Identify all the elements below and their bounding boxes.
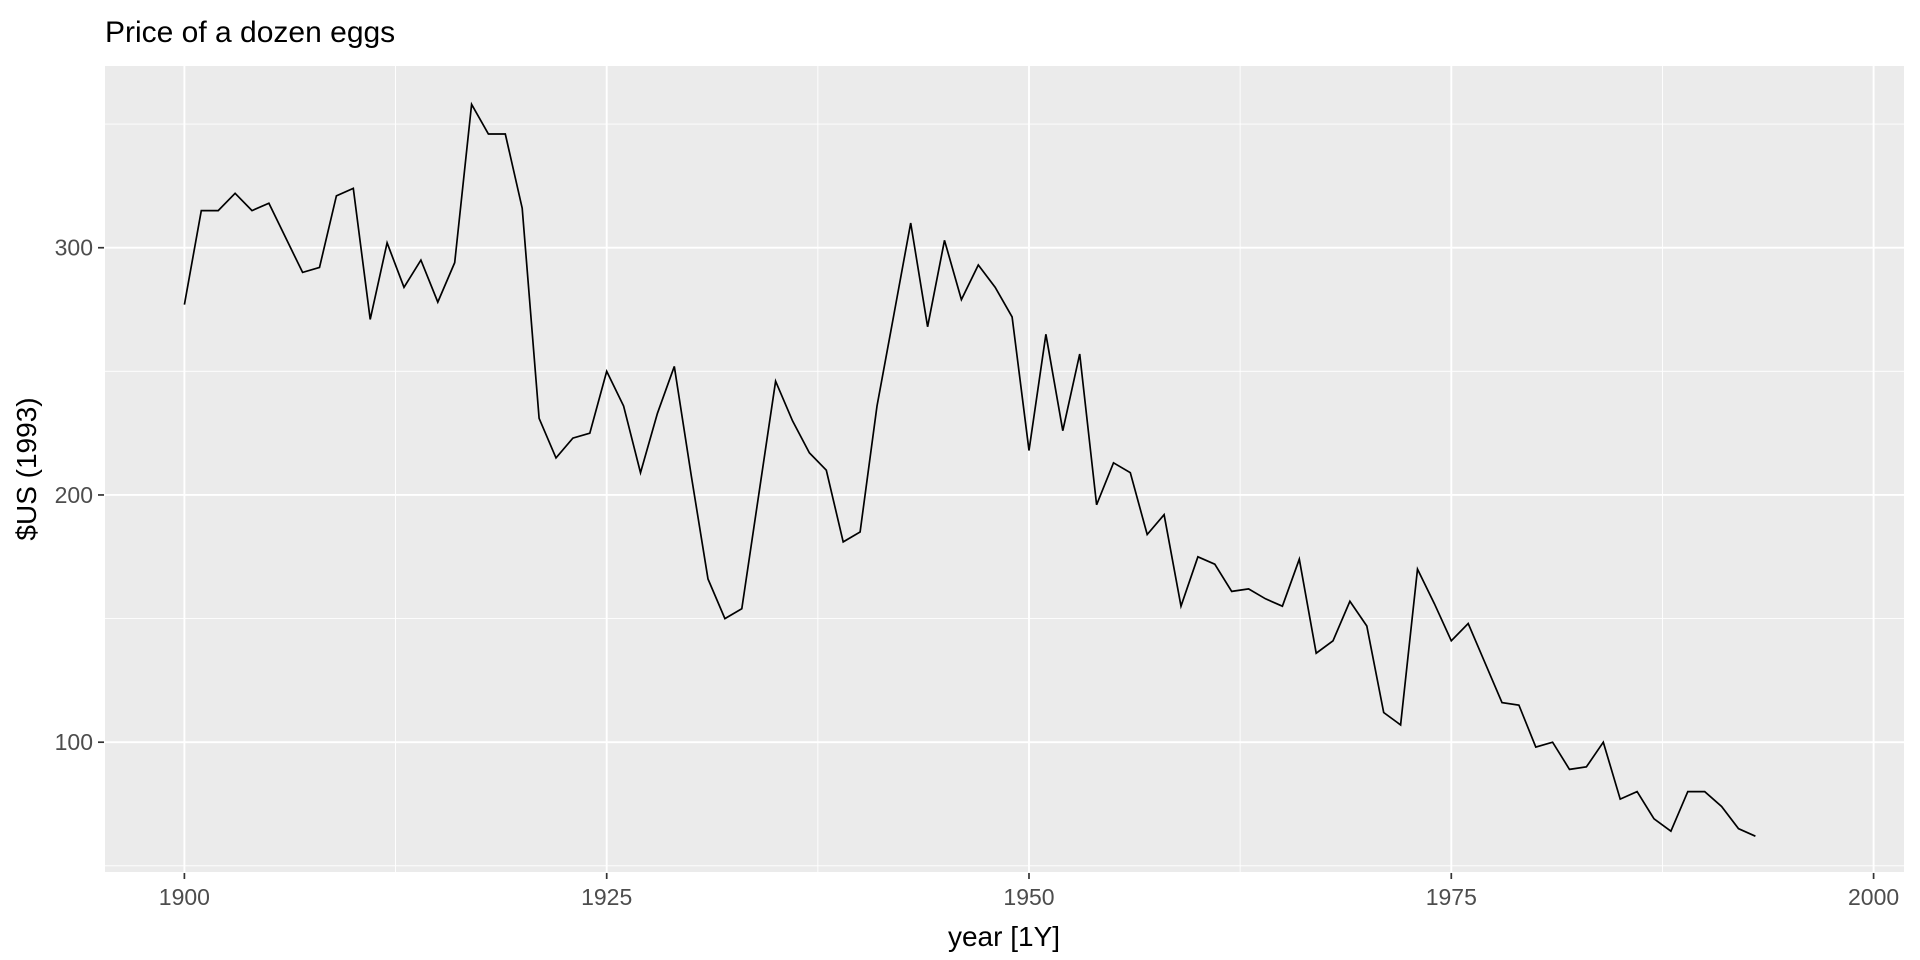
plot-panel [105, 66, 1904, 872]
y-axis-tick-labels: 100 200 300 [55, 235, 93, 755]
minor-gridlines [105, 66, 1904, 872]
x-axis-tick-labels: 1900 1925 1950 1975 2000 [159, 884, 1899, 910]
x-tick-label: 1925 [581, 884, 632, 910]
y-tick-label: 100 [55, 729, 93, 755]
y-tick-label: 200 [55, 482, 93, 508]
y-tick-label: 300 [55, 235, 93, 261]
x-axis-title: year [1Y] [948, 921, 1060, 952]
x-tick-label: 1975 [1426, 884, 1477, 910]
x-tick-label: 1900 [159, 884, 210, 910]
axis-tick-marks [98, 246, 1875, 879]
x-tick-label: 1950 [1003, 884, 1054, 910]
chart-title: Price of a dozen eggs [105, 16, 395, 49]
x-tick-label: 2000 [1848, 884, 1899, 910]
y-axis-title: $US (1993) [11, 397, 42, 540]
price-line-series [183, 101, 1756, 837]
